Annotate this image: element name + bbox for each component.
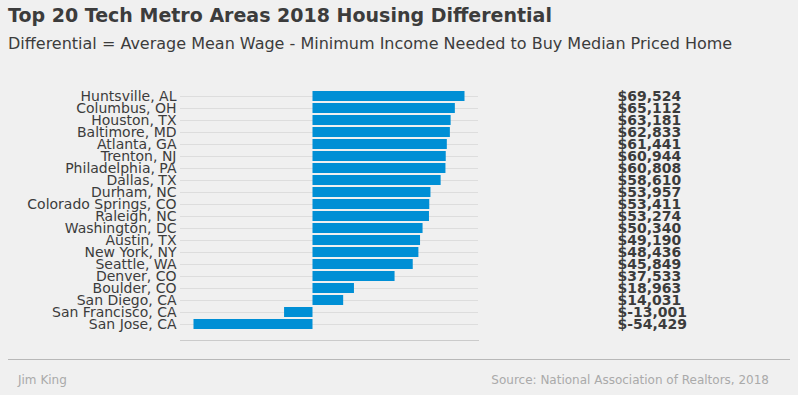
svg-text:Houston, TX: Houston, TX (91, 112, 177, 128)
svg-text:San Francisco, CA: San Francisco, CA (52, 304, 177, 320)
svg-text:$14,031: $14,031 (617, 292, 682, 308)
svg-text:$60,944: $60,944 (617, 148, 682, 164)
svg-text:$53,274: $53,274 (617, 208, 682, 224)
svg-text:Philadelphia, PA: Philadelphia, PA (65, 160, 177, 176)
svg-text:$53,957: $53,957 (617, 184, 682, 200)
svg-text:Boulder, CO: Boulder, CO (92, 280, 177, 296)
svg-text:$69,524: $69,524 (617, 88, 682, 104)
svg-text:$45,849: $45,849 (617, 256, 682, 272)
svg-text:Trenton, NJ: Trenton, NJ (100, 148, 177, 164)
html-text:Top 20 Tech Metro Areas 2018 H: Top 20 Tech Metro Areas 2018 Housing Dif… (8, 4, 552, 26)
svg-text:$-13,001: $-13,001 (617, 304, 688, 320)
svg-text:$61,441: $61,441 (617, 136, 682, 152)
svg-text:Baltimore, MD: Baltimore, MD (77, 124, 177, 140)
svg-text:$65,112: $65,112 (617, 100, 682, 116)
svg-text:$18,963: $18,963 (617, 280, 682, 296)
svg-text:Huntsville, AL: Huntsville, AL (80, 88, 177, 104)
svg-text:San Diego, CA: San Diego, CA (76, 292, 177, 308)
svg-text:$62,833: $62,833 (617, 124, 682, 140)
svg-text:$49,190: $49,190 (617, 232, 682, 248)
svg-text:$37,533: $37,533 (617, 268, 682, 284)
svg-text:Columbus, OH: Columbus, OH (76, 100, 177, 116)
svg-text:Dallas, TX: Dallas, TX (106, 172, 177, 188)
html-text:Source: National Association o: Source: National Association of Realtors… (491, 373, 769, 387)
svg-text:Austin, TX: Austin, TX (105, 232, 177, 248)
svg-text:Colorado Springs, CO: Colorado Springs, CO (27, 196, 177, 212)
html-text:Jim King: Jim King (18, 373, 67, 387)
svg-text:$53,411: $53,411 (617, 196, 682, 212)
svg-text:San Jose, CA: San Jose, CA (89, 316, 177, 332)
svg-text:Atlanta, GA: Atlanta, GA (96, 136, 177, 152)
svg-text:Durham, NC: Durham, NC (91, 184, 177, 200)
svg-text:$63,181: $63,181 (617, 112, 682, 128)
svg-text:Denver, CO: Denver, CO (95, 268, 177, 284)
svg-text:$48,436: $48,436 (617, 244, 682, 260)
svg-text:Raleigh, NC: Raleigh, NC (95, 208, 177, 224)
svg-text:Seattle, WA: Seattle, WA (95, 256, 177, 272)
svg-text:New York, NY: New York, NY (84, 244, 177, 260)
svg-text:$58,610: $58,610 (617, 172, 682, 188)
html-text:Differential = Average Mean Wa: Differential = Average Mean Wage - Minim… (8, 34, 733, 53)
svg-text:$-54,429: $-54,429 (618, 316, 688, 332)
svg-text:Washington, DC: Washington, DC (64, 220, 177, 236)
svg-text:$50,340: $50,340 (617, 220, 682, 236)
svg-text:$60,808: $60,808 (617, 160, 682, 176)
